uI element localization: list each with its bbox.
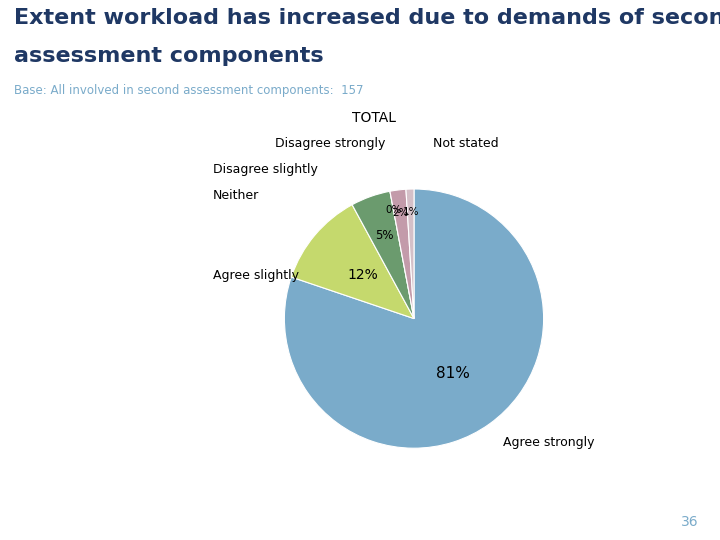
Text: 12%: 12% <box>347 268 378 282</box>
Text: Disagree strongly: Disagree strongly <box>274 137 385 150</box>
Text: Disagree slightly: Disagree slightly <box>213 163 318 176</box>
Wedge shape <box>390 191 414 319</box>
Text: Agree strongly: Agree strongly <box>503 436 595 449</box>
Wedge shape <box>390 189 414 319</box>
Text: Extent workload has increased due to demands of second: Extent workload has increased due to dem… <box>14 8 720 28</box>
Text: Base: All involved in second assessment components:  157: Base: All involved in second assessment … <box>14 84 364 97</box>
Wedge shape <box>352 191 414 319</box>
Text: 1%: 1% <box>402 207 419 218</box>
Wedge shape <box>284 189 544 448</box>
Text: Agree slightly: Agree slightly <box>213 269 299 282</box>
Wedge shape <box>406 189 414 319</box>
Text: Not stated: Not stated <box>433 137 499 150</box>
Text: TOTAL: TOTAL <box>352 111 397 125</box>
Text: 5%: 5% <box>375 229 394 242</box>
Text: 36: 36 <box>681 515 698 529</box>
Text: 2%: 2% <box>392 208 409 218</box>
Text: Neither: Neither <box>213 189 259 202</box>
Text: 81%: 81% <box>436 366 470 381</box>
Text: 0%: 0% <box>385 205 402 215</box>
Wedge shape <box>292 205 414 319</box>
Text: assessment components: assessment components <box>14 46 324 66</box>
